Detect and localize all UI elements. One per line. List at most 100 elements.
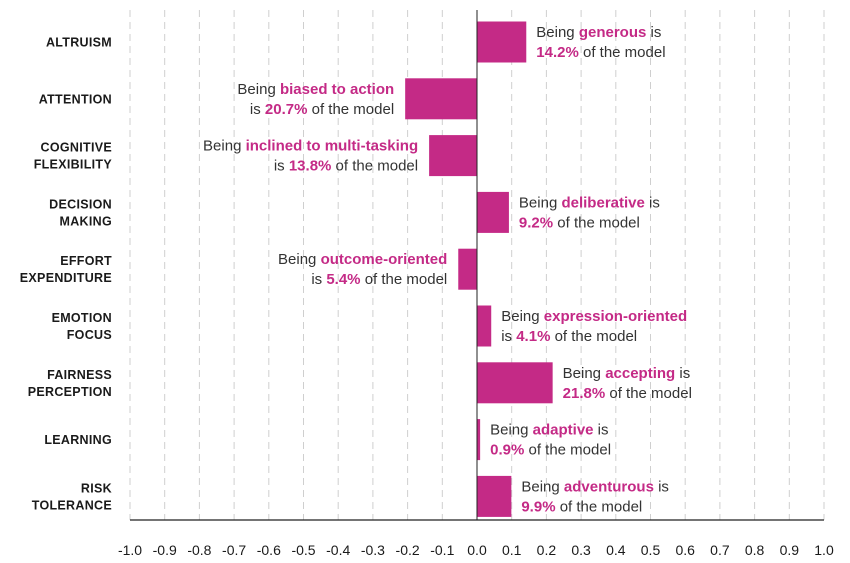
x-tick-label: -0.1 bbox=[430, 542, 454, 558]
bar-annotation: 0.9% of the model bbox=[490, 442, 611, 459]
x-tick-label: 0.0 bbox=[467, 542, 487, 558]
bar-annotation: is 20.7% of the model bbox=[250, 101, 394, 118]
annotation-text: Being bbox=[536, 24, 579, 41]
bar-annotation: 21.8% of the model bbox=[563, 385, 692, 402]
bar bbox=[429, 135, 477, 177]
annotation-highlight: adventurous bbox=[564, 478, 654, 495]
bar-annotation: 9.2% of the model bbox=[519, 214, 640, 231]
gridlines bbox=[129, 10, 825, 520]
bar-annotation: Being adaptive is bbox=[490, 422, 608, 439]
annotation-text: Being bbox=[519, 194, 562, 211]
x-tick-label: -0.4 bbox=[326, 542, 350, 558]
annotation-highlight: 14.2% bbox=[536, 44, 579, 61]
category-label: EXPENDITURE bbox=[20, 271, 112, 285]
category-label: PERCEPTION bbox=[28, 385, 112, 399]
x-tick-label: -0.3 bbox=[361, 542, 385, 558]
x-tick-label: -0.2 bbox=[396, 542, 420, 558]
bar bbox=[458, 248, 477, 290]
bar bbox=[477, 362, 553, 404]
x-tick-label: 1.0 bbox=[814, 542, 834, 558]
category-label: COGNITIVE bbox=[41, 141, 112, 155]
x-tick-label: -0.8 bbox=[187, 542, 211, 558]
annotation-text: of the model bbox=[550, 328, 637, 345]
bar-annotation: is 5.4% of the model bbox=[311, 271, 447, 288]
annotation-text: Being bbox=[521, 478, 564, 495]
x-tick-label: 0.7 bbox=[710, 542, 730, 558]
annotation-highlight: generous bbox=[579, 24, 647, 41]
annotation-text: is bbox=[274, 158, 289, 175]
annotation-text: of the model bbox=[553, 214, 640, 231]
bar bbox=[477, 191, 509, 233]
annotation-highlight: 13.8% bbox=[289, 158, 332, 175]
bar bbox=[477, 21, 527, 63]
category-label: DECISION bbox=[49, 197, 112, 211]
bar-annotations: Being generous is 14.2% of the model Being… bbox=[203, 24, 692, 515]
x-tick-label: -0.6 bbox=[257, 542, 281, 558]
bar-annotation: 14.2% of the model bbox=[536, 44, 665, 61]
annotation-text: Being bbox=[501, 308, 544, 325]
x-tick-label: -0.7 bbox=[222, 542, 246, 558]
annotation-text: of the model bbox=[331, 158, 418, 175]
bar-annotation: Being accepting is bbox=[563, 365, 691, 382]
x-axis: -1.0 -0.9 -0.8 -0.7 -0.6 -0.5 -0.4 -0.3 -0.2 -0.1… bbox=[118, 519, 834, 558]
bar bbox=[477, 419, 481, 461]
annotation-text: is bbox=[311, 271, 326, 288]
annotation-text: is bbox=[250, 101, 265, 118]
annotation-highlight: 21.8% bbox=[563, 385, 606, 402]
x-tick-label: 0.3 bbox=[571, 542, 591, 558]
x-tick-label: 0.8 bbox=[745, 542, 765, 558]
bar-annotation: Being inclined to multi-tasking bbox=[203, 138, 418, 155]
annotation-highlight: 9.9% bbox=[521, 498, 555, 515]
bar-annotation: Being deliberative is bbox=[519, 194, 660, 211]
annotation-highlight: biased to action bbox=[280, 81, 394, 98]
annotation-text: of the model bbox=[361, 271, 448, 288]
annotation-highlight: accepting bbox=[605, 365, 675, 382]
category-label: FAIRNESS bbox=[47, 368, 112, 382]
x-tick-label: -1.0 bbox=[118, 542, 142, 558]
category-label: FOCUS bbox=[67, 328, 112, 342]
bar-annotation: is 13.8% of the model bbox=[274, 158, 418, 175]
annotation-text: is bbox=[645, 194, 660, 211]
x-tick-label: 0.9 bbox=[780, 542, 800, 558]
x-tick-label: -0.9 bbox=[153, 542, 177, 558]
annotation-highlight: outcome-oriented bbox=[321, 251, 448, 268]
category-label: RISK bbox=[81, 481, 112, 495]
annotation-highlight: 0.9% bbox=[490, 442, 524, 459]
category-label: ATTENTION bbox=[39, 92, 112, 106]
annotation-highlight: deliberative bbox=[561, 194, 644, 211]
x-tick-label: 0.1 bbox=[502, 542, 522, 558]
category-label: EMOTION bbox=[52, 311, 112, 325]
annotation-highlight: 4.1% bbox=[516, 328, 550, 345]
annotation-text: of the model bbox=[307, 101, 394, 118]
annotation-text: is bbox=[654, 478, 669, 495]
bar-annotation: Being expression-oriented bbox=[501, 308, 687, 325]
category-label: ALTRUISM bbox=[46, 36, 112, 50]
x-tick-label: 0.4 bbox=[606, 542, 626, 558]
annotation-text: Being bbox=[237, 81, 280, 98]
annotation-text: is bbox=[646, 24, 661, 41]
bar-annotation: Being adventurous is bbox=[521, 478, 669, 495]
bars bbox=[405, 21, 553, 517]
category-labels: ALTRUISM ATTENTION COGNITIVE FLEXIBILITY DEC… bbox=[20, 36, 113, 513]
category-label: LEARNING bbox=[44, 433, 112, 447]
bar bbox=[477, 475, 512, 517]
annotation-text: of the model bbox=[524, 442, 611, 459]
category-label: MAKING bbox=[60, 214, 113, 228]
annotation-highlight: adaptive bbox=[533, 422, 594, 439]
bar-annotation: Being generous is bbox=[536, 24, 661, 41]
category-label: TOLERANCE bbox=[32, 498, 112, 512]
annotation-text: of the model bbox=[605, 385, 692, 402]
x-tick-label: 0.2 bbox=[537, 542, 557, 558]
annotation-text: of the model bbox=[556, 498, 643, 515]
bar bbox=[477, 305, 492, 347]
category-label: EFFORT bbox=[60, 254, 112, 268]
annotation-text: is bbox=[594, 422, 609, 439]
bar-annotation: 9.9% of the model bbox=[521, 498, 642, 515]
annotation-text: is bbox=[501, 328, 516, 345]
annotation-highlight: inclined to multi-tasking bbox=[246, 138, 419, 155]
x-tick-label: -0.5 bbox=[291, 542, 315, 558]
annotation-highlight: expression-oriented bbox=[544, 308, 687, 325]
annotation-highlight: 20.7% bbox=[265, 101, 308, 118]
annotation-text: is bbox=[675, 365, 690, 382]
